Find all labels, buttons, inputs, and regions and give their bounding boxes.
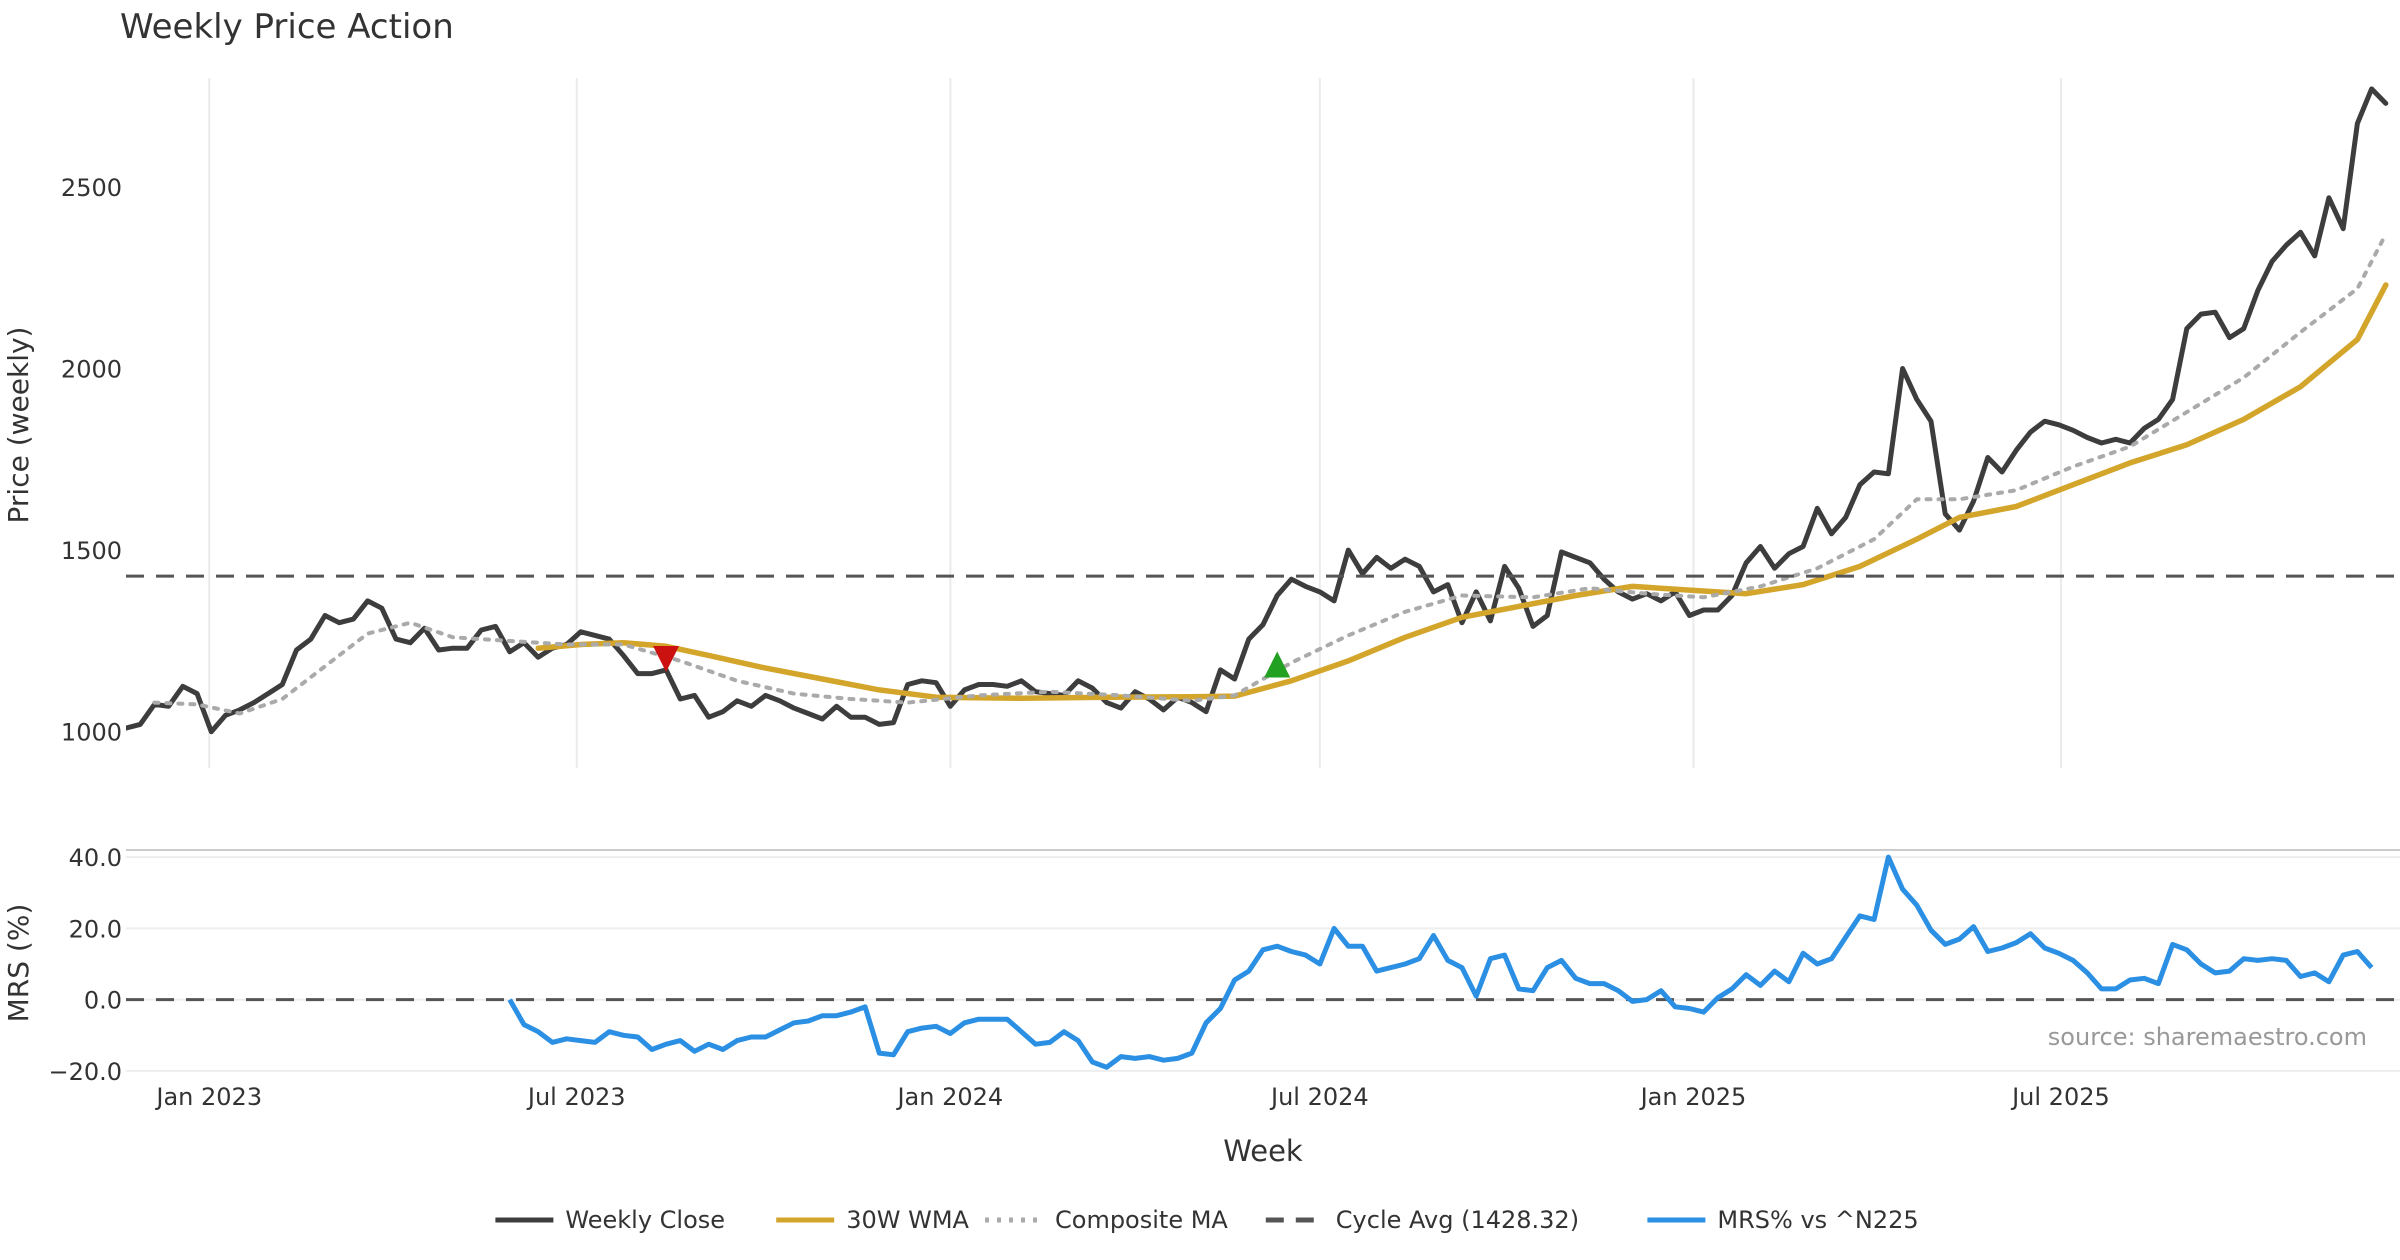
price-y-tick-label: 1000 <box>61 719 122 747</box>
chart-title: Weekly Price Action <box>120 7 454 47</box>
x-tick-label: Jul 2025 <box>2010 1083 2110 1111</box>
mrs-y-tick-label: −20.0 <box>48 1058 122 1086</box>
x-tick-label: Jan 2023 <box>154 1083 262 1111</box>
legend: Weekly Close 30W WMA Composite MA Cycle Avg… <box>495 1206 1919 1234</box>
legend-label: Weekly Close <box>565 1206 725 1234</box>
price-panel: 1000 1500 2000 2500 <box>61 78 2400 768</box>
x-axis-label: Week <box>1223 1134 1303 1168</box>
mrs-y-tick-label: 0.0 <box>84 987 122 1015</box>
buy-signal-marker <box>1264 651 1291 678</box>
x-tick-label: Jan 2024 <box>895 1083 1003 1111</box>
mrs-line <box>507 854 2374 1070</box>
price-y-tick-label: 2000 <box>61 356 122 384</box>
weekly-close-line <box>126 86 2389 735</box>
legend-label: 30W WMA <box>846 1206 969 1234</box>
mrs-panel: 40.0 20.0 0.0 −20.0 Jan 2023 Jul 2023 Jan 2024… <box>48 844 2400 1111</box>
sell-signal-marker <box>653 646 680 673</box>
x-tick-label: Jan 2025 <box>1639 1083 1747 1111</box>
legend-label: Cycle Avg (1428.32) <box>1336 1206 1579 1234</box>
mrs-y-tick-label: 40.0 <box>69 844 122 872</box>
price-y-axis-label: Price (weekly) <box>2 327 35 524</box>
x-tick-label: Jul 2023 <box>526 1083 626 1111</box>
legend-label: Composite MA <box>1055 1206 1228 1234</box>
mrs-series-group <box>126 854 2400 1070</box>
source-annotation: source: sharemaestro.com <box>2048 1023 2367 1051</box>
legend-label: MRS% vs ^N225 <box>1717 1206 1918 1234</box>
composite-ma-line <box>152 232 2388 716</box>
mrs-y-axis-label: MRS (%) <box>2 904 35 1023</box>
mrs-y-tick-label: 20.0 <box>69 915 122 943</box>
x-tick-label: Jul 2024 <box>1269 1083 1369 1111</box>
price-y-tick-label: 2500 <box>61 174 122 202</box>
price-y-tick-label: 1500 <box>61 537 122 565</box>
price-series-group <box>126 86 2400 735</box>
30w-wma-line <box>535 282 2389 702</box>
